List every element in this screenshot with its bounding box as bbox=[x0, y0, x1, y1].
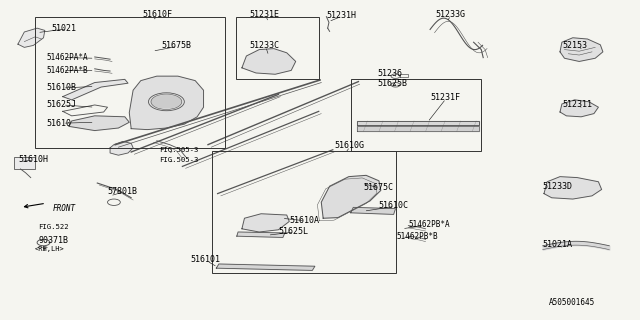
Bar bbox=[212, 151, 396, 273]
Polygon shape bbox=[351, 207, 396, 214]
Text: 51021: 51021 bbox=[51, 24, 76, 33]
Text: <RH,LH>: <RH,LH> bbox=[35, 246, 65, 252]
Polygon shape bbox=[129, 76, 204, 130]
Text: 51675B: 51675B bbox=[161, 41, 191, 50]
Bar bbox=[35, 17, 225, 148]
Text: FIG.522: FIG.522 bbox=[38, 224, 69, 230]
Polygon shape bbox=[560, 38, 603, 61]
Text: 52153: 52153 bbox=[562, 41, 587, 50]
Bar bbox=[236, 17, 319, 79]
Text: 51625L: 51625L bbox=[278, 227, 308, 236]
Text: 51462PA*A: 51462PA*A bbox=[47, 53, 88, 62]
Polygon shape bbox=[560, 100, 598, 117]
Text: A505001645: A505001645 bbox=[549, 298, 595, 307]
Text: 51610B: 51610B bbox=[47, 84, 77, 92]
Text: 51462PB*A: 51462PB*A bbox=[408, 220, 450, 229]
Text: 516101: 516101 bbox=[191, 255, 221, 264]
Text: 51610G: 51610G bbox=[334, 141, 364, 150]
Polygon shape bbox=[544, 177, 602, 199]
Text: 51610H: 51610H bbox=[18, 156, 48, 164]
Text: 51625J: 51625J bbox=[47, 100, 77, 109]
Text: 51610C: 51610C bbox=[379, 201, 409, 210]
Text: 51462PB*B: 51462PB*B bbox=[397, 232, 438, 241]
Text: 512311: 512311 bbox=[562, 100, 592, 109]
Polygon shape bbox=[357, 126, 479, 131]
Polygon shape bbox=[63, 79, 128, 100]
Bar bbox=[14, 157, 35, 169]
Ellipse shape bbox=[151, 96, 182, 108]
Text: 51021A: 51021A bbox=[543, 240, 573, 249]
Text: 51675C: 51675C bbox=[364, 183, 394, 192]
Text: FRONT: FRONT bbox=[52, 204, 76, 213]
Polygon shape bbox=[242, 49, 296, 74]
Text: 57801B: 57801B bbox=[108, 187, 138, 196]
Text: 51625B: 51625B bbox=[378, 79, 408, 88]
Text: 51233D: 51233D bbox=[543, 182, 573, 191]
Polygon shape bbox=[237, 232, 285, 237]
Polygon shape bbox=[69, 116, 129, 131]
Text: FIG.505-3: FIG.505-3 bbox=[159, 157, 198, 163]
Polygon shape bbox=[18, 28, 45, 47]
Text: FIG.505-3: FIG.505-3 bbox=[159, 148, 198, 153]
Text: 51462PA*B: 51462PA*B bbox=[47, 66, 88, 75]
Text: 90371B: 90371B bbox=[38, 236, 68, 245]
Text: 51231E: 51231E bbox=[250, 10, 280, 19]
Polygon shape bbox=[321, 175, 381, 218]
Text: 51233G: 51233G bbox=[435, 10, 465, 19]
Bar bbox=[351, 79, 481, 151]
Polygon shape bbox=[110, 141, 133, 155]
Polygon shape bbox=[242, 214, 289, 232]
Text: 51233C: 51233C bbox=[250, 41, 280, 50]
Text: 51610: 51610 bbox=[47, 119, 72, 128]
Text: 51231H: 51231H bbox=[326, 11, 356, 20]
Text: 51231F: 51231F bbox=[430, 93, 460, 102]
Text: 51610A: 51610A bbox=[289, 216, 319, 225]
Text: 51236: 51236 bbox=[378, 69, 403, 78]
Polygon shape bbox=[357, 121, 479, 125]
Text: 51610F: 51610F bbox=[142, 10, 172, 19]
Polygon shape bbox=[216, 264, 315, 270]
